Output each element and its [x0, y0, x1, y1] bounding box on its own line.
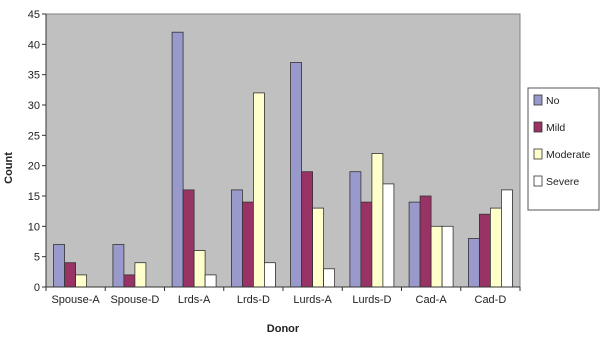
plot-area [45, 13, 521, 288]
x-tick-label: Cad-A [416, 294, 448, 306]
x-tick-label: Lrds-D [237, 294, 270, 306]
bar [312, 207, 325, 288]
y-tick-label: 20 [28, 161, 40, 173]
x-tick-label: Lurds-A [293, 294, 332, 306]
y-tick-label: 40 [28, 39, 40, 51]
bar [290, 62, 303, 288]
bar [360, 201, 373, 288]
y-tick-label: 25 [28, 130, 40, 142]
bar [430, 225, 443, 288]
legend-swatch [533, 148, 543, 160]
y-tick-label: 0 [34, 282, 40, 294]
legend-swatch [533, 121, 543, 133]
bar [123, 274, 136, 288]
bar [263, 262, 276, 288]
x-tick-label: Lurds-D [352, 294, 391, 306]
y-tick-label: 30 [28, 100, 40, 112]
bar [301, 171, 314, 288]
bar [134, 262, 147, 288]
bar [112, 244, 125, 288]
y-tick-label: 35 [28, 70, 40, 82]
legend: No Mild Moderate Severe [527, 87, 600, 211]
y-axis-label: Count [3, 152, 15, 184]
bar [252, 92, 265, 288]
bar [75, 274, 87, 288]
bar [371, 153, 384, 288]
x-tick-label: Spouse-D [110, 294, 159, 306]
legend-swatch [533, 175, 543, 187]
bar [64, 262, 76, 288]
bar [441, 225, 454, 288]
legend-label: Severe [546, 176, 579, 188]
bar [204, 274, 217, 288]
bar [489, 207, 502, 288]
bar [349, 171, 362, 288]
bar [182, 189, 195, 288]
y-tick-label: 15 [28, 191, 40, 203]
bar [500, 189, 513, 288]
y-tick-label: 5 [34, 252, 40, 264]
x-axis-label: Donor [267, 323, 300, 335]
x-tick-label: Cad-D [475, 294, 507, 306]
bar [323, 268, 336, 288]
bar [419, 195, 432, 288]
x-tick-label: Lrds-A [178, 294, 211, 306]
y-tick-label: 10 [28, 221, 40, 233]
bar [230, 189, 243, 288]
legend-swatch [533, 94, 543, 106]
bar [382, 183, 395, 288]
bar [53, 244, 65, 288]
bar [478, 213, 491, 288]
legend-label: Mild [546, 122, 565, 134]
x-tick-label: Spouse-A [51, 294, 100, 306]
bar [241, 201, 254, 288]
bar [193, 250, 206, 288]
bar [408, 201, 421, 288]
legend-label: No [546, 95, 560, 107]
bar [171, 31, 184, 288]
axes: 0 5 10 15 20 25 30 35 40 45 Spouse-A Spouse-D Lrds-A… [28, 9, 521, 306]
y-tick-label: 45 [28, 9, 40, 21]
legend-label: Moderate [546, 149, 591, 161]
bar [467, 238, 480, 288]
